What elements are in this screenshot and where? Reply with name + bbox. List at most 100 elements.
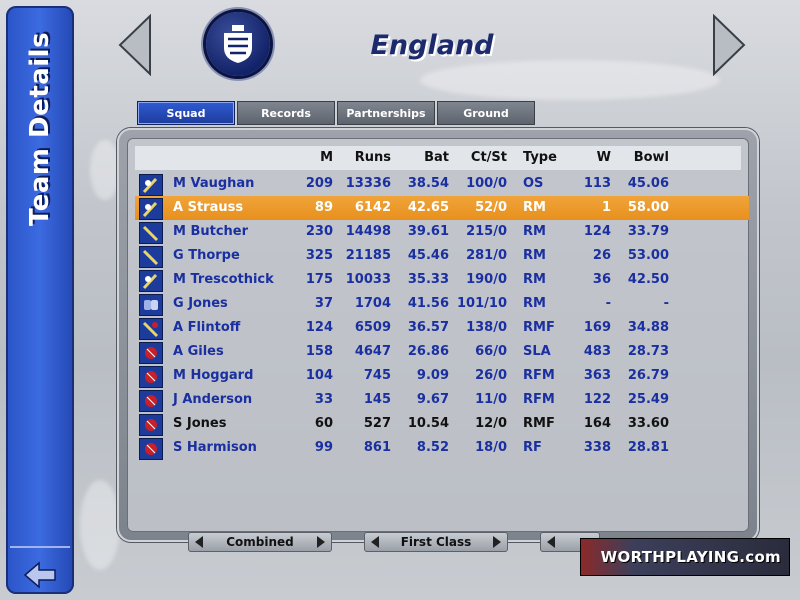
cell-bowl-avg: 28.73 [627,344,669,359]
player-name: A Flintoff [173,320,241,335]
tab-records[interactable]: Records [237,101,335,125]
cell-runs: 4647 [354,344,391,359]
player-name: M Hoggard [173,368,254,383]
cell-runs: 6142 [354,200,391,215]
table-row[interactable]: M Vaughan 209 13336 38.54 100/0 OS 113 45.06 [135,172,749,196]
cell-runs: 21185 [345,248,391,263]
cell-catches-stumpings: 11/0 [475,392,507,407]
cell-runs: 10033 [345,272,391,287]
column-header-m: M [320,150,333,165]
table-row[interactable]: A Flintoff 124 6509 36.57 138/0 RMF 169 34.88 [135,316,749,340]
ball-icon [139,366,163,388]
competition-label: First Class [400,535,472,549]
sidebar-title-text: Team Details [25,31,55,227]
table-row[interactable]: S Harmison 99 861 8.52 18/0 RF 338 28.81 [135,436,749,460]
cell-catches-stumpings: 138/0 [466,320,507,335]
cell-catches-stumpings: 100/0 [466,176,507,191]
cell-bowl-avg: 34.88 [627,320,669,335]
selector-right-arrow-icon[interactable] [317,536,325,548]
cell-bat-avg: 10.54 [407,416,449,431]
player-name: S Jones [173,416,227,431]
cell-bowl-avg: 28.81 [627,440,669,455]
allrounder-icon [139,318,163,340]
table-row[interactable]: A Giles 158 4647 26.86 66/0 SLA 483 28.73 [135,340,749,364]
cell-wickets: 363 [583,368,611,383]
bat-icon [139,222,163,244]
cell-bowling-type: RF [523,440,542,455]
column-header-bowl: Bowl [633,150,669,165]
selector-right-arrow-icon[interactable] [493,536,501,548]
cell-bat-avg: 35.33 [407,272,449,287]
cell-bowl-avg: 42.50 [627,272,669,287]
sidebar: Team Details [6,6,74,594]
column-header-bat: Bat [424,150,449,165]
cell-bowling-type: OS [523,176,544,191]
match-type-label: Combined [226,535,294,549]
background-figure [90,140,120,200]
cell-catches-stumpings: 190/0 [466,272,507,287]
cell-catches-stumpings: 26/0 [475,368,507,383]
cell-runs: 14498 [345,224,391,239]
cell-bowl-avg: 45.06 [627,176,669,191]
cell-wickets: 124 [583,224,611,239]
player-name: M Vaughan [173,176,255,191]
ball-icon [139,342,163,364]
cell-bat-avg: 45.46 [407,248,449,263]
selector-left-arrow-icon[interactable] [371,536,379,548]
table-row[interactable]: M Butcher 230 14498 39.61 215/0 RM 124 33.79 [135,220,749,244]
cell-wickets: 1 [601,200,611,215]
cell-matches: 209 [305,176,333,191]
bat-ball-icon [139,174,163,196]
previous-team-arrow-icon[interactable] [118,14,152,76]
cell-wickets: 169 [583,320,611,335]
table-row[interactable]: G Thorpe 325 21185 45.46 281/0 RM 26 53.00 [135,244,749,268]
cell-matches: 175 [305,272,333,287]
ball-icon [139,390,163,412]
table-row[interactable]: J Anderson 33 145 9.67 11/0 RFM 122 25.49 [135,388,749,412]
player-name: J Anderson [173,392,253,407]
tab-squad[interactable]: Squad [137,101,235,125]
cell-bat-avg: 36.57 [407,320,449,335]
selector-left-arrow-icon[interactable] [547,536,555,548]
ball-icon [139,414,163,436]
cell-wickets: - [605,296,611,311]
cell-catches-stumpings: 52/0 [475,200,507,215]
cell-matches: 99 [314,440,333,455]
player-name: G Thorpe [173,248,240,263]
worthplaying-watermark: WORTHPLAYING.com [580,538,790,576]
table-row[interactable]: S Jones 60 527 10.54 12/0 RMF 164 33.60 [135,412,749,436]
competition-selector: First Class [364,532,508,552]
ball-icon [139,438,163,460]
table-row[interactable]: A Strauss 89 6142 42.65 52/0 RM 1 58.00 [135,196,749,220]
table-row[interactable]: G Jones 37 1704 41.56 101/10 RM - - [135,292,749,316]
watermark-text: WORTHPLAYING.com [600,548,781,566]
cell-bowling-type: RM [523,200,546,215]
next-team-arrow-icon[interactable] [712,14,746,76]
cell-bowling-type: RM [523,272,546,287]
cell-bowl-avg: 58.00 [627,200,669,215]
cell-runs: 145 [363,392,391,407]
player-name: M Butcher [173,224,249,239]
cell-catches-stumpings: 12/0 [475,416,507,431]
cell-runs: 527 [363,416,391,431]
background-figure [80,480,120,570]
tab-partnerships[interactable]: Partnerships [337,101,435,125]
player-name: A Giles [173,344,224,359]
cell-bat-avg: 38.54 [407,176,449,191]
table-row[interactable]: M Hoggard 104 745 9.09 26/0 RFM 363 26.79 [135,364,749,388]
cell-bowl-avg: 33.79 [627,224,669,239]
cell-bat-avg: 8.52 [416,440,449,455]
tab-ground[interactable]: Ground [437,101,535,125]
back-button[interactable] [16,556,64,594]
ecb-crest-logo [206,12,270,76]
cell-bowl-avg: 25.49 [627,392,669,407]
table-row[interactable]: M Trescothick 175 10033 35.33 190/0 RM 36 42.50 [135,268,749,292]
cell-matches: 33 [314,392,333,407]
cell-bowl-avg: - [663,296,669,311]
cell-catches-stumpings: 18/0 [475,440,507,455]
team-title: England [370,30,494,61]
cell-matches: 104 [305,368,333,383]
column-header-type: Type [523,150,557,165]
selector-left-arrow-icon[interactable] [195,536,203,548]
cell-bat-avg: 9.67 [416,392,449,407]
